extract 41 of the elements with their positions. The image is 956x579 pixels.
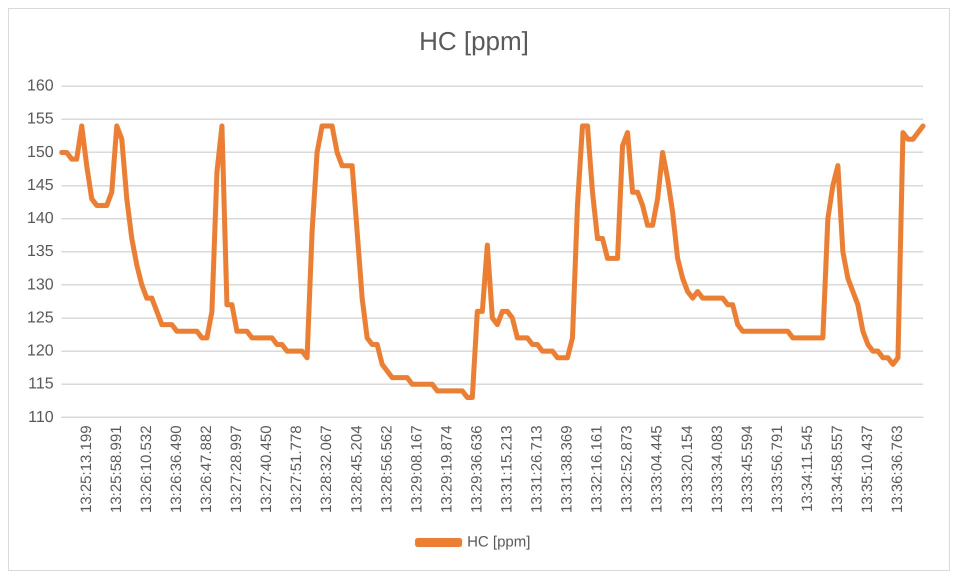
- x-tick-label: 13:31:26.713: [528, 425, 546, 514]
- x-tick-label: 13:33:45.594: [738, 425, 756, 514]
- x-tick-label: 13:31:15.213: [498, 425, 516, 514]
- x-tick-label: 13:36:36.763: [889, 425, 906, 514]
- y-tick-label: 160: [26, 78, 54, 95]
- x-tick-label: 13:32:52.873: [618, 425, 636, 514]
- y-tick-label: 125: [26, 309, 54, 326]
- x-tick-label: 13:28:32.067: [318, 425, 336, 514]
- x-tick-label: 13:32:16.161: [588, 425, 606, 514]
- y-tick-label: 145: [26, 176, 54, 194]
- x-tick-label: 13:26:10.532: [138, 425, 155, 514]
- x-tick-label: 13:33:34.083: [708, 425, 726, 514]
- y-tick-label: 115: [28, 376, 54, 393]
- x-tick-label: 13:33:56.791: [768, 425, 786, 514]
- x-tick-label: 13:34:11.545: [798, 425, 816, 512]
- y-tick-label: 150: [26, 144, 54, 161]
- x-tick-label: 13:29:36.636: [468, 425, 486, 514]
- x-tick-label: 13:27:40.450: [258, 425, 276, 514]
- x-tick-label: 13:28:45.204: [348, 425, 366, 514]
- x-tick-label: 13:34:58.557: [829, 425, 846, 514]
- x-tick-label: 13:35:10.437: [859, 425, 876, 514]
- x-tick-label: 13:31:38.369: [558, 425, 576, 514]
- y-tick-label: 130: [26, 276, 54, 294]
- y-tick-label: 120: [26, 342, 54, 360]
- y-tick-label: 155: [26, 110, 54, 128]
- x-tick-label: 13:33:04.445: [648, 425, 666, 514]
- x-tick-label: 13:26:47.882: [198, 425, 216, 514]
- x-tick-label: 13:25:13.199: [78, 425, 95, 514]
- x-tick-label: 13:27:51.778: [288, 425, 306, 514]
- y-tick-label: 140: [26, 210, 54, 228]
- legend-label: HC [ppm]: [467, 534, 530, 551]
- x-tick-label: 13:29:19.874: [438, 425, 456, 514]
- x-tick-label: 13:26:36.490: [168, 425, 186, 514]
- y-tick-label: 110: [28, 408, 54, 426]
- y-tick-label: 135: [26, 243, 54, 260]
- x-tick-label: 13:33:20.154: [678, 425, 696, 514]
- chart-title: HC [ppm]: [419, 26, 529, 56]
- x-tick-label: 13:25:58.991: [108, 425, 125, 514]
- x-tick-label: 13:29:08.167: [408, 425, 426, 514]
- x-tick-label: 13:28:56.562: [378, 425, 396, 514]
- x-tick-label: 13:27:28.997: [228, 425, 246, 514]
